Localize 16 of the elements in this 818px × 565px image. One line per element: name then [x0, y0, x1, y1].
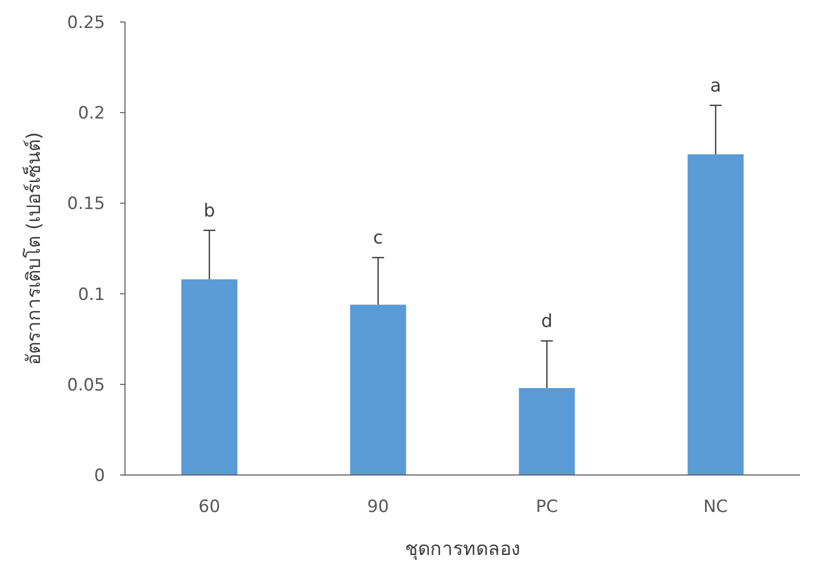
x-tick-label: 60	[198, 497, 220, 517]
annotation: d	[541, 310, 553, 332]
y-tick-label: 0.25	[67, 13, 105, 33]
x-axis-title: ชุดการทดลอง	[405, 538, 520, 561]
x-tick-label: NC	[703, 497, 728, 517]
y-tick-label: 0	[94, 466, 105, 486]
y-tick-label: 0.05	[67, 375, 105, 396]
annotation: b	[204, 200, 216, 222]
y-tick-label: 0.2	[78, 104, 105, 124]
x-tick-label: PC	[536, 497, 558, 517]
y-axis-title: อัตราการเติบโต (เปอร์เซ็นต์)	[21, 132, 45, 365]
annotation: a	[710, 75, 722, 96]
x-tick-label: 90	[367, 497, 389, 517]
annotation: c	[373, 228, 384, 249]
y-tick-label: 0.15	[67, 194, 105, 214]
y-tick-label: 0.1	[78, 284, 105, 305]
